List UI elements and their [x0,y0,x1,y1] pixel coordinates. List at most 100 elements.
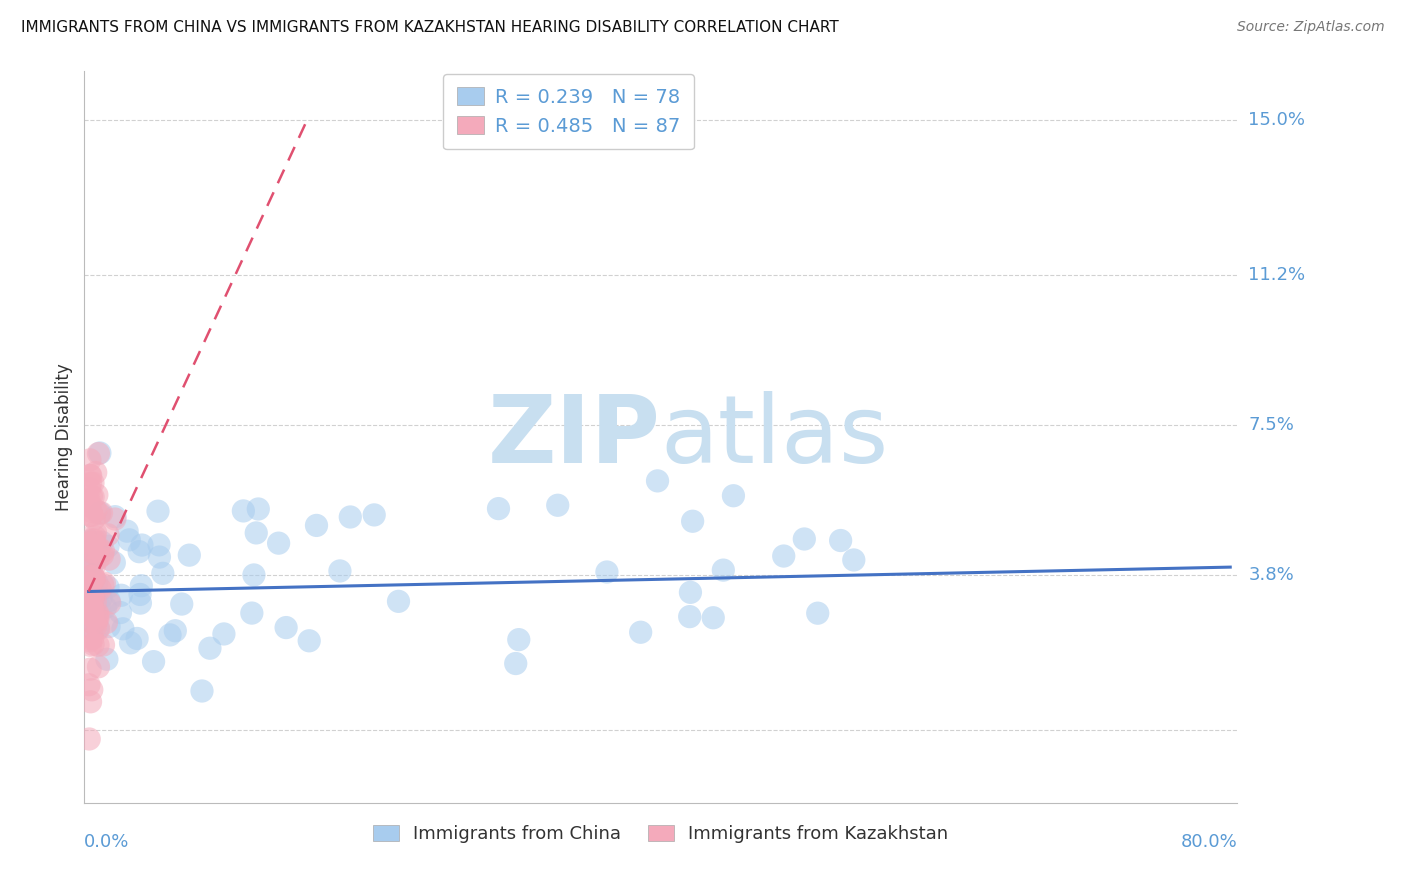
Point [82,569,104,583]
Point [198,641,221,656]
Point [82,558,104,572]
Point [80,621,103,635]
Point [87,622,110,636]
Point [80,489,103,503]
Point [82,591,104,606]
Point [148,538,170,552]
Y-axis label: Hearing Disability: Hearing Disability [55,363,73,511]
Point [89,506,111,520]
Point [83,572,105,586]
Point [508,632,530,647]
Point [93,576,115,591]
Point [97,580,120,594]
Point [80,551,103,566]
Point [505,657,527,671]
Point [793,532,815,546]
Point [79,695,101,709]
Point [547,498,569,512]
Point [87,446,110,460]
Point [98,619,121,633]
Point [79,576,101,591]
Point [77,550,100,565]
Point [98,593,121,607]
Legend: Immigrants from China, Immigrants from Kazakhstan: Immigrants from China, Immigrants from K… [364,816,957,852]
Point [87,611,110,625]
Point [82,535,104,549]
Point [165,624,187,638]
Point [77,498,100,512]
Point [84,525,107,540]
Point [80,682,103,697]
Point [93,638,115,652]
Point [240,606,263,620]
Point [142,655,165,669]
Point [363,508,385,522]
Point [90,591,112,605]
Text: 15.0%: 15.0% [1249,112,1305,129]
Point [82,600,104,615]
Point [115,524,138,538]
Point [98,552,121,566]
Point [387,594,409,608]
Point [79,633,101,648]
Point [77,495,100,509]
Text: Source: ZipAtlas.com: Source: ZipAtlas.com [1237,20,1385,34]
Point [110,588,132,602]
Point [87,608,110,623]
Point [77,536,100,550]
Point [702,611,724,625]
Point [110,606,132,620]
Point [146,504,169,518]
Point [79,468,101,483]
Point [97,539,120,553]
Point [87,548,110,562]
Point [79,577,101,591]
Point [488,501,510,516]
Point [682,514,704,528]
Point [179,548,201,562]
Point [630,625,652,640]
Point [305,518,328,533]
Point [103,556,125,570]
Point [679,585,702,599]
Point [87,541,110,555]
Point [83,571,105,585]
Point [298,633,321,648]
Point [82,533,104,547]
Point [80,508,103,523]
Point [170,597,193,611]
Point [212,627,235,641]
Point [82,591,104,605]
Point [84,619,107,633]
Point [89,599,111,613]
Point [86,576,108,591]
Point [118,533,141,547]
Point [89,507,111,521]
Point [84,466,107,480]
Point [82,475,104,490]
Point [87,660,110,674]
Point [152,566,174,581]
Point [596,565,619,579]
Point [80,504,103,518]
Point [232,504,254,518]
Point [97,528,120,542]
Point [84,593,107,607]
Point [83,558,105,573]
Text: 80.0%: 80.0% [1181,833,1237,851]
Point [79,638,101,652]
Point [129,587,152,601]
Point [128,544,150,558]
Point [129,596,152,610]
Point [82,545,104,559]
Point [83,615,105,629]
Point [89,446,111,460]
Point [191,684,214,698]
Point [77,615,100,629]
Point [86,488,108,502]
Point [77,612,100,626]
Point [77,493,100,508]
Point [84,595,107,609]
Point [87,543,110,558]
Text: IMMIGRANTS FROM CHINA VS IMMIGRANTS FROM KAZAKHSTAN HEARING DISABILITY CORRELATI: IMMIGRANTS FROM CHINA VS IMMIGRANTS FROM… [21,20,839,35]
